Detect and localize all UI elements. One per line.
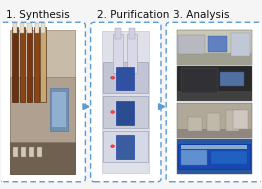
- Bar: [103, 131, 148, 162]
- Bar: [21, 147, 26, 157]
- Bar: [177, 66, 252, 101]
- Bar: [28, 22, 32, 33]
- Bar: [231, 33, 250, 56]
- Bar: [103, 96, 148, 128]
- Bar: [29, 147, 34, 157]
- Bar: [177, 91, 252, 101]
- Bar: [129, 28, 135, 39]
- Bar: [103, 62, 148, 93]
- Text: 3. Analysis: 3. Analysis: [173, 10, 229, 20]
- Bar: [177, 53, 252, 65]
- Text: 2. Purification: 2. Purification: [97, 10, 170, 20]
- FancyBboxPatch shape: [0, 22, 85, 182]
- FancyBboxPatch shape: [91, 22, 161, 182]
- Bar: [116, 67, 134, 90]
- FancyBboxPatch shape: [10, 30, 75, 174]
- Bar: [52, 92, 66, 127]
- Bar: [36, 147, 42, 157]
- Bar: [10, 77, 75, 143]
- Text: 1. Synthesis: 1. Synthesis: [6, 10, 70, 20]
- Bar: [41, 22, 45, 33]
- Bar: [181, 150, 207, 165]
- Bar: [116, 135, 134, 159]
- Bar: [220, 72, 244, 86]
- Bar: [35, 22, 39, 33]
- Bar: [50, 88, 68, 131]
- Bar: [102, 31, 149, 173]
- Circle shape: [111, 111, 114, 113]
- Bar: [178, 144, 250, 169]
- Bar: [13, 147, 18, 157]
- Bar: [181, 145, 247, 149]
- Bar: [181, 68, 218, 93]
- Bar: [34, 27, 40, 102]
- FancyBboxPatch shape: [166, 22, 262, 182]
- Bar: [13, 22, 17, 33]
- Bar: [12, 27, 18, 102]
- Circle shape: [111, 145, 114, 148]
- Bar: [116, 101, 134, 125]
- Bar: [177, 103, 252, 138]
- Bar: [188, 117, 202, 131]
- Bar: [211, 151, 247, 163]
- Bar: [177, 139, 252, 174]
- Bar: [113, 34, 123, 74]
- Bar: [27, 27, 32, 102]
- Bar: [177, 129, 252, 138]
- Bar: [115, 28, 121, 39]
- Bar: [208, 36, 227, 52]
- Bar: [178, 35, 205, 54]
- Bar: [20, 27, 25, 102]
- Bar: [40, 27, 46, 102]
- Circle shape: [111, 76, 114, 79]
- Bar: [226, 110, 239, 131]
- Bar: [20, 22, 24, 33]
- Bar: [10, 143, 75, 174]
- Bar: [127, 34, 137, 74]
- Bar: [207, 113, 220, 131]
- Bar: [177, 30, 252, 65]
- Bar: [233, 110, 248, 129]
